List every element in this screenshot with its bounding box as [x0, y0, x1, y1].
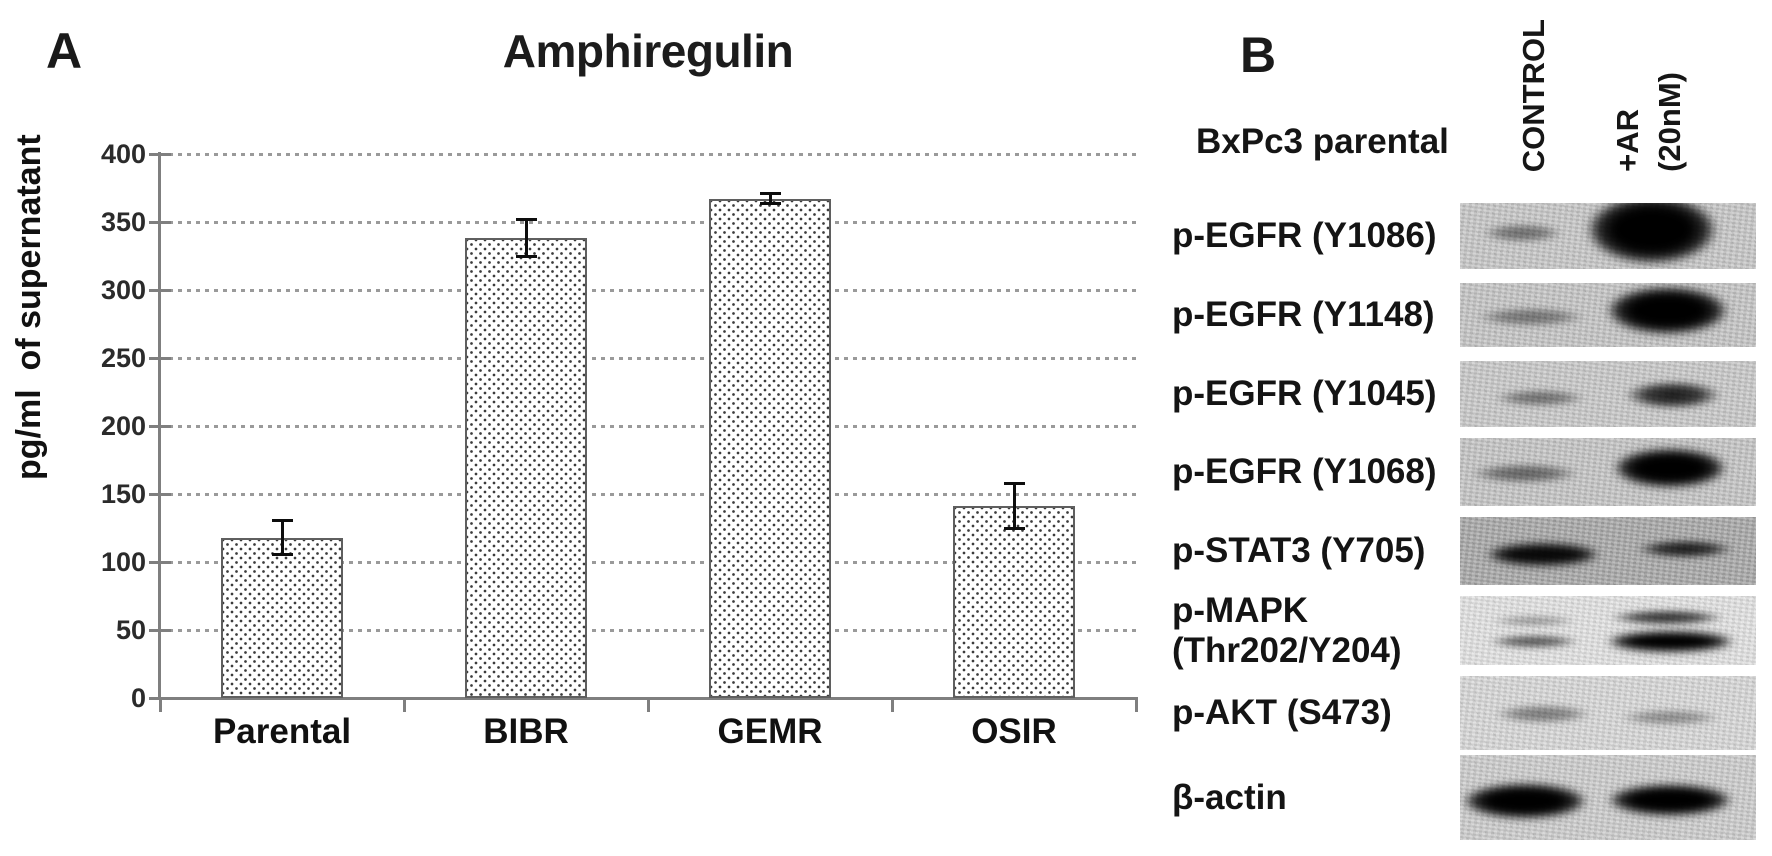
blot-band	[1603, 629, 1737, 654]
blot-image-row2	[1460, 283, 1756, 347]
blot-image-row1	[1460, 203, 1756, 269]
gridline	[160, 221, 1136, 224]
y-tick-label: 400	[100, 139, 146, 169]
blot-label-line: p-EGFR (Y1045)	[1172, 374, 1437, 413]
error-bar-cap-top	[1003, 482, 1025, 486]
y-tick-label: 350	[100, 207, 146, 237]
lane-header-ar-line2: (20nM)	[1652, 72, 1687, 172]
y-tick-label: 0	[130, 683, 146, 713]
error-bar-cap-bottom	[515, 255, 537, 259]
error-bar-cap-bottom	[759, 202, 781, 206]
cell-line-label: BxPc3 parental	[1196, 122, 1449, 161]
blot-band	[1634, 538, 1736, 560]
y-axis-line	[158, 152, 161, 700]
error-bar-line-bibr	[524, 219, 528, 258]
lane-header-ar-line1: +AR	[1610, 109, 1645, 172]
blot-band	[1608, 609, 1727, 626]
error-bar-line-parental	[280, 519, 284, 556]
blot-image-row7	[1460, 676, 1756, 750]
lane-header-control: CONTROL	[1516, 18, 1551, 172]
chart-title: Amphiregulin	[502, 25, 794, 77]
y-tick-label: 100	[100, 547, 146, 577]
blot-label-line: p-EGFR (Y1086)	[1172, 216, 1437, 255]
blot-noise-texture	[1460, 596, 1756, 665]
x-category-label-osir: OSIR	[971, 712, 1057, 751]
blot-noise-texture	[1460, 676, 1756, 750]
blot-label-row6: p-MAPK (Thr202/Y204)	[1172, 591, 1402, 671]
panel-a-label: A	[46, 23, 83, 79]
blot-band	[1610, 446, 1730, 489]
blot-image-row4	[1460, 438, 1756, 506]
blot-label-line: p-EGFR (Y1068)	[1172, 452, 1437, 491]
y-tick-label: 50	[115, 615, 146, 645]
blot-band	[1480, 223, 1564, 244]
x-axis-tick	[402, 699, 406, 712]
y-tick-label: 250	[100, 343, 146, 373]
gridline	[160, 629, 1136, 632]
bar-gemr	[709, 198, 831, 698]
error-bar-cap-top	[515, 218, 537, 222]
blot-label-row3: p-EGFR (Y1045)	[1172, 374, 1437, 414]
blot-label-line: p-MAPK	[1172, 590, 1309, 630]
gridline	[160, 425, 1136, 428]
blot-image-row5	[1460, 517, 1756, 585]
blot-label-row4: p-EGFR (Y1068)	[1172, 452, 1437, 492]
blot-label-row2: p-EGFR (Y1148)	[1172, 295, 1435, 335]
blot-band	[1460, 782, 1591, 820]
error-bar-cap-bottom	[271, 553, 293, 557]
blot-image-row6	[1460, 596, 1756, 665]
blot-label-line: β-actin	[1172, 777, 1287, 817]
blot-band	[1622, 380, 1724, 411]
error-bar-cap-bottom	[1003, 527, 1025, 531]
blot-band	[1486, 633, 1582, 650]
blot-band	[1618, 708, 1722, 727]
blot-band	[1483, 542, 1603, 567]
blot-label-row7: p-AKT (S473)	[1172, 693, 1392, 733]
blot-image-row3	[1460, 361, 1756, 427]
blot-label-line: (Thr202/Y204)	[1172, 630, 1402, 670]
blot-band	[1492, 388, 1588, 408]
blot-band	[1492, 704, 1594, 725]
gridline	[160, 493, 1136, 496]
blot-label-row1: p-EGFR (Y1086)	[1172, 216, 1437, 256]
x-axis-line	[158, 697, 1138, 700]
blot-band	[1603, 284, 1731, 337]
error-bar-cap-top	[271, 518, 293, 522]
x-category-label-bibr: BIBR	[483, 712, 569, 751]
error-bar-cap-top	[759, 192, 781, 196]
gridline	[160, 153, 1136, 156]
bar-parental	[221, 537, 343, 698]
blot-band	[1474, 307, 1588, 327]
x-category-label-gemr: GEMR	[717, 712, 823, 751]
x-category-label-parental: Parental	[212, 712, 352, 751]
error-bar-line-gemr	[768, 193, 772, 205]
blot-band	[1605, 783, 1736, 818]
blot-image-row8	[1460, 755, 1756, 840]
y-tick-label: 200	[100, 411, 146, 441]
blot-label-line: p-AKT (S473)	[1172, 693, 1392, 732]
blot-label-row5: p-STAT3 (Y705)	[1172, 531, 1425, 571]
y-axis-title: pg/ml of supernatant	[10, 134, 48, 480]
y-tick-label: 300	[100, 275, 146, 305]
blot-band	[1468, 463, 1582, 484]
blot-band	[1584, 203, 1721, 266]
gridline	[160, 561, 1136, 564]
blot-band	[1489, 614, 1579, 628]
x-axis-tick	[158, 699, 162, 712]
gridline	[160, 357, 1136, 360]
blot-label-line: p-EGFR (Y1148)	[1172, 295, 1435, 334]
y-tick-label: 150	[100, 479, 146, 509]
x-axis-tick	[646, 699, 650, 712]
blot-label-line: p-STAT3 (Y705)	[1172, 531, 1426, 570]
x-axis-tick	[1134, 699, 1138, 712]
error-bar-line-osir	[1012, 483, 1016, 530]
panel-b-label: B	[1240, 27, 1277, 83]
gridline	[160, 289, 1136, 292]
bar-bibr	[465, 238, 587, 698]
bar-osir	[953, 506, 1075, 698]
x-axis-tick	[890, 699, 894, 712]
blot-label-row8: β-actin	[1172, 778, 1287, 818]
